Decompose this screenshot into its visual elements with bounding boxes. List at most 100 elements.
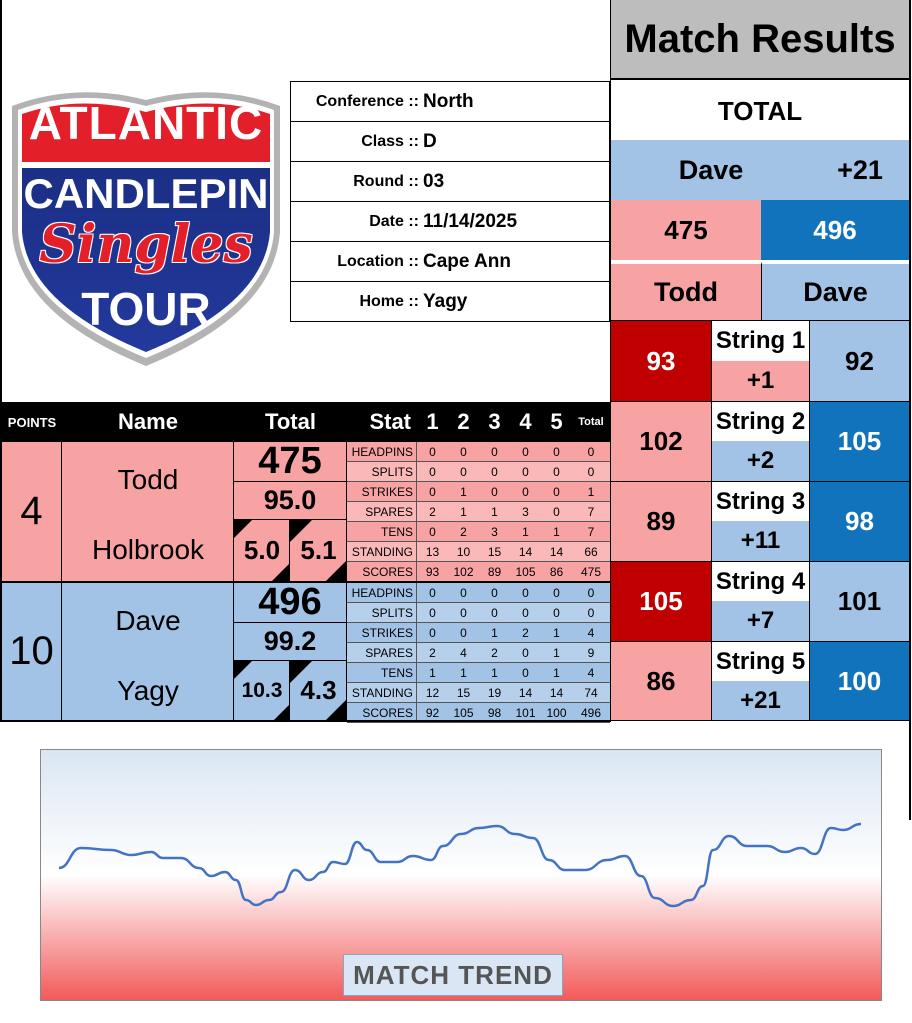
stat-total: 66 [584,544,598,559]
stat-value: 14 [518,685,533,700]
stat-value: 1 [553,524,560,539]
info-label: Class :: [361,132,419,150]
stat-total: 0 [587,464,595,479]
stat-name: SCORES [347,562,417,581]
stat-value: 101 [515,705,536,720]
stat-name: HEADPINS [347,583,417,602]
stat-total: 0 [587,605,595,620]
stat-row: SPARES 2 1 1 3 0 7 [347,502,610,522]
stat-value: 13 [425,544,440,559]
player1-first-name: Todd [117,464,179,495]
stat-name: TENS [347,663,417,682]
player2-average: 99.2 [234,623,347,661]
stat-value: 2 [460,524,467,539]
string3-left: 89 [611,481,711,561]
header-c3: 3 [479,402,510,442]
total-label: TOTAL [611,82,909,140]
stat-value: 1 [491,504,498,519]
string1-right: 92 [810,321,909,401]
stat-name: STRIKES [347,623,417,642]
stat-value: 14 [518,544,533,559]
trend-plot [58,822,862,908]
stat-value: 1 [460,665,467,680]
string3-right: 98 [810,481,909,561]
info-label: Round :: [353,172,419,190]
stat-value: 15 [456,685,471,700]
stat-name: HEADPINS [347,442,417,461]
stat-value: 0 [429,444,436,459]
player2-right-stat: 4.3 [300,675,337,705]
stat-value: 15 [487,544,502,559]
stat-row: TENS 0 2 3 1 1 7 [347,522,610,542]
stat-value: 0 [553,484,560,499]
info-value: Yagy [423,290,468,312]
stat-value: 100 [546,705,567,720]
stat-value: 0 [522,585,529,600]
stat-row: HEADPINS 0 0 0 0 0 0 [347,583,610,603]
string1-label: String 1 [711,321,810,361]
stat-value: 0 [429,484,436,499]
logo-line2: CANDLEPIN [23,170,269,217]
player2-name-cell: Dave Yagy [62,583,234,720]
stat-value: 1 [460,484,467,499]
stat-total: 7 [587,504,595,519]
corner-triangle-icon [234,661,290,720]
string5-right: 100 [810,641,909,721]
info-row-round: Round :: 03 [290,162,610,202]
stat-value: 0 [460,464,467,479]
player1-left-stat: 5.0 [243,535,281,565]
info-row-date: Date :: 11/14/2025 [290,202,610,242]
divider [611,320,909,321]
info-table-top-border [290,81,610,82]
string4-left: 105 [611,561,711,641]
stat-value: 92 [425,705,440,720]
stat-total: 4 [587,625,595,640]
info-value: 03 [423,170,445,192]
stat-value: 0 [460,625,467,640]
stat-name: STANDING [347,542,417,561]
stat-value: 0 [522,645,529,660]
stat-value: 10 [456,544,471,559]
stat-value: 0 [522,484,529,499]
stat-value: 105 [515,564,536,579]
match-results-title: Match Results [611,0,909,80]
stat-name: SPARES [347,502,417,521]
player1-left-stat-cell: 5.0 [234,520,290,581]
results-bottom-border [611,720,909,721]
string4-label: String 4 [711,561,810,601]
stat-value: 102 [453,564,474,579]
leader-name: Dave [611,140,811,200]
results-frame-right [909,0,911,820]
stat-value: 0 [429,625,436,640]
stat-value: 98 [487,705,502,720]
stat-value: 1 [553,645,560,660]
string5-label: String 5 [711,641,810,681]
stat-total: 7 [587,524,595,539]
stat-value: 2 [429,645,436,660]
string2-right: 105 [810,401,909,481]
info-label: Home :: [359,292,419,310]
string3-diff: +11 [711,521,810,561]
total-right: 496 [761,200,909,260]
stat-value: 0 [553,504,560,519]
stat-value: 4 [460,645,467,660]
info-row-home: Home :: Yagy [290,282,610,322]
string5-diff: +21 [711,681,810,721]
info-row-class: Class :: D [290,122,610,162]
player2-total: 496 [234,581,347,623]
header-c1: 1 [417,402,448,442]
name-right: Dave [761,262,909,320]
stat-row: TENS 1 1 1 0 1 4 [347,663,610,683]
logo-line3: Singles [39,214,253,275]
player1-last-name: Holbrook [91,534,205,565]
stat-value: 86 [549,564,564,579]
stat-row: SPLITS 0 0 0 0 0 0 [347,462,610,482]
stat-value: 0 [460,585,467,600]
shield-logo-icon [12,92,280,367]
stat-total: 0 [587,444,595,459]
stat-value: 0 [522,464,529,479]
header-name: Name [62,402,234,442]
player2-left-stat-cell: 10.3 [234,661,290,720]
stat-row: HEADPINS 0 0 0 0 0 0 [347,442,610,462]
player1-right-stat: 5.1 [300,535,337,565]
